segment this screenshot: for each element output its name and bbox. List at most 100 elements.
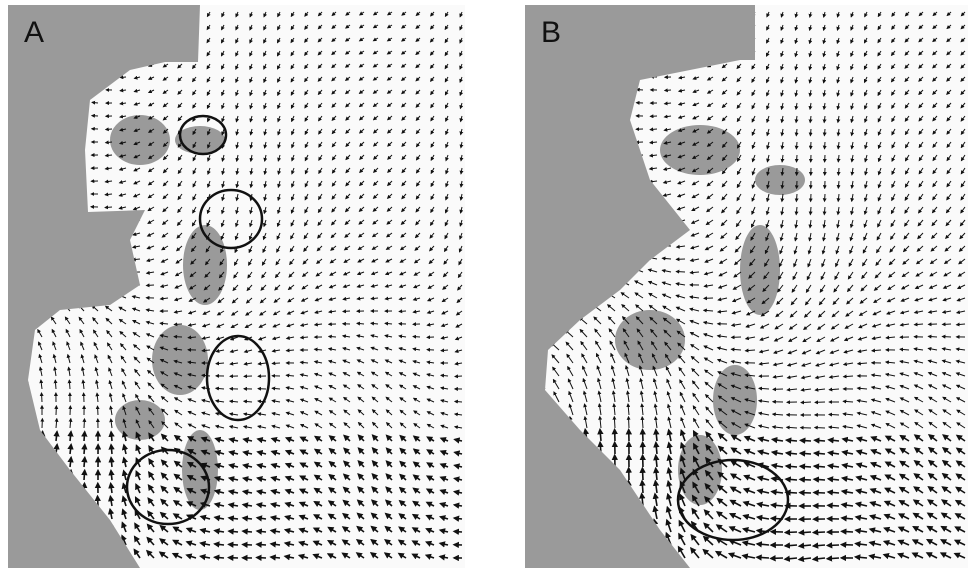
vector-arrow <box>814 493 825 494</box>
vector-arrow <box>69 380 70 389</box>
vector-arrow <box>111 471 112 480</box>
vector-arrow <box>842 518 853 519</box>
vector-arrow <box>824 129 825 136</box>
vector-arrow <box>357 323 364 324</box>
vector-arrow <box>786 479 797 480</box>
vector-arrow <box>928 336 937 337</box>
vector-arrow <box>257 544 266 545</box>
vector-arrow <box>785 545 797 546</box>
vector-arrow <box>796 129 797 136</box>
vector-arrow <box>454 505 462 506</box>
vector-arrow <box>800 453 811 454</box>
vector-arrow <box>70 458 71 468</box>
vector-arrow <box>42 393 43 402</box>
vector-arrow <box>810 207 811 215</box>
vector-arrow <box>757 557 769 558</box>
vector-arrow <box>441 350 448 351</box>
vector-arrow <box>787 427 797 428</box>
vector-arrow <box>188 337 196 338</box>
vector-arrow <box>829 389 839 390</box>
vector-arrow <box>243 545 252 546</box>
vector-arrow <box>629 417 630 428</box>
vector-arrow <box>828 505 839 506</box>
vector-arrow <box>814 532 826 533</box>
figure: A B <box>0 0 971 572</box>
vector-arrow <box>106 129 112 130</box>
vector-arrow <box>399 311 406 312</box>
vector-arrow <box>600 430 601 442</box>
vector-arrow <box>801 402 811 403</box>
vector-arrow <box>243 518 252 519</box>
vector-arrow <box>797 155 798 162</box>
vector-arrow <box>856 557 868 558</box>
vector-arrow <box>642 481 643 493</box>
vector-arrow <box>785 532 797 533</box>
vector-arrow <box>120 77 126 78</box>
vector-arrow <box>111 458 112 467</box>
vector-arrow <box>827 558 839 559</box>
vector-arrow <box>656 443 657 454</box>
vector-arrow <box>455 401 462 402</box>
panel-b: B <box>521 5 968 568</box>
vector-arrow <box>343 311 350 312</box>
vector-arrow <box>796 194 797 201</box>
vector-arrow <box>272 363 280 364</box>
vector-arrow <box>772 505 783 506</box>
vector-arrow <box>844 376 853 377</box>
vector-arrow <box>843 401 853 402</box>
vector-arrow <box>106 142 112 143</box>
vector-arrow <box>229 544 238 545</box>
vector-arrow <box>637 90 643 91</box>
vector-arrow <box>942 337 951 338</box>
vector-arrow <box>642 468 643 480</box>
vector-arrow <box>216 363 224 364</box>
vector-arrow <box>796 142 797 149</box>
vector-arrow <box>676 272 685 273</box>
vector-arrow <box>810 129 811 136</box>
vector-arrow <box>787 440 798 441</box>
vector-arrow <box>84 445 85 454</box>
vector-arrow <box>643 430 644 441</box>
vector-arrow <box>271 557 280 558</box>
vector-arrow <box>800 466 811 467</box>
panel-a: A <box>7 5 466 568</box>
vector-arrow <box>257 558 266 559</box>
vector-arrow <box>92 102 98 103</box>
vector-arrow <box>243 531 252 532</box>
vector-arrow <box>838 155 839 162</box>
vector-arrow <box>813 545 825 546</box>
vector-arrow <box>413 337 420 338</box>
vector-arrow <box>665 90 671 91</box>
vector-arrow <box>84 432 85 441</box>
vector-arrow <box>70 445 71 454</box>
vector-arrow <box>825 194 826 201</box>
vector-arrow <box>757 544 769 545</box>
vector-arrow <box>105 207 112 208</box>
vector-arrow <box>800 532 812 533</box>
vector-arrow <box>650 129 657 130</box>
vector-arrow <box>454 518 462 519</box>
vector-arrow <box>814 479 825 480</box>
vector-arrow <box>55 380 56 389</box>
vector-arrow <box>943 324 952 325</box>
vector-arrow <box>828 545 840 546</box>
panel-label: A <box>24 16 44 49</box>
vector-arrow <box>824 207 825 215</box>
vector-arrow <box>455 376 462 377</box>
vector-arrow <box>731 349 741 350</box>
vector-arrow <box>801 440 811 441</box>
vector-arrow <box>329 336 336 337</box>
vector-arrow <box>828 492 839 493</box>
vector-arrow <box>838 168 839 175</box>
vector-arrow <box>815 453 826 454</box>
vector-arrow <box>441 375 448 376</box>
vector-arrow <box>229 531 238 532</box>
vector-arrow <box>786 453 797 454</box>
vector-arrow <box>84 470 85 480</box>
vector-arrow <box>614 417 615 428</box>
vector-arrow <box>759 388 769 389</box>
vector-arrow <box>111 432 112 441</box>
vector-arrow <box>915 324 924 325</box>
vector-arrow <box>825 142 826 149</box>
vector-arrow <box>111 445 112 454</box>
